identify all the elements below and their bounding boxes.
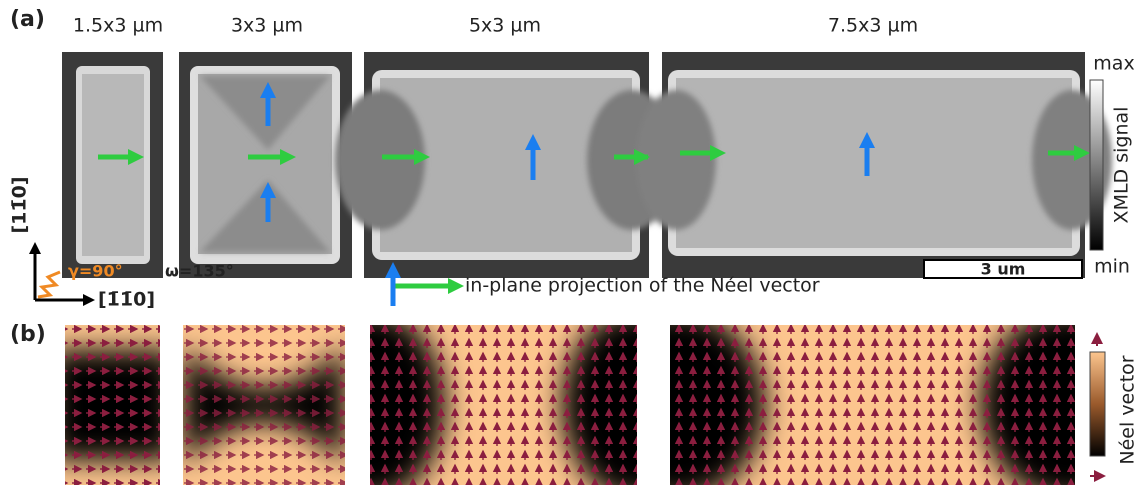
figure: (a) 1.5x3 µm 3x3 µm 5x3 µm 7.5x3 µm max … [0, 0, 1141, 491]
simulations [50, 310, 1141, 491]
panel-label: (b) [10, 322, 46, 347]
xmld-images [62, 52, 1112, 278]
omega-label: ω=135° [165, 262, 234, 281]
colorbar-title: Néel vector [1117, 355, 1139, 464]
colorbar-max: max [1093, 53, 1134, 75]
scale-bar-label: 3 um [981, 260, 1026, 279]
colorbar [1090, 352, 1105, 456]
colorbar-title: XMLD signal [1111, 107, 1133, 224]
size-label: 7.5x3 µm [828, 15, 918, 37]
legend-text: in-plane projection of the Néel vector [465, 275, 820, 297]
size-label: 5x3 µm [469, 15, 541, 37]
colorbar [1090, 80, 1103, 250]
panel-label: (a) [10, 7, 45, 32]
axis-label: [1̄1̄0] [98, 289, 155, 311]
size-label: 3x3 µm [231, 15, 303, 37]
axis-label: [11̄0] [9, 176, 31, 233]
size-label: 1.5x3 µm [73, 15, 163, 37]
gamma-label: γ=90° [68, 262, 123, 281]
colorbar-min: min [1094, 256, 1130, 278]
